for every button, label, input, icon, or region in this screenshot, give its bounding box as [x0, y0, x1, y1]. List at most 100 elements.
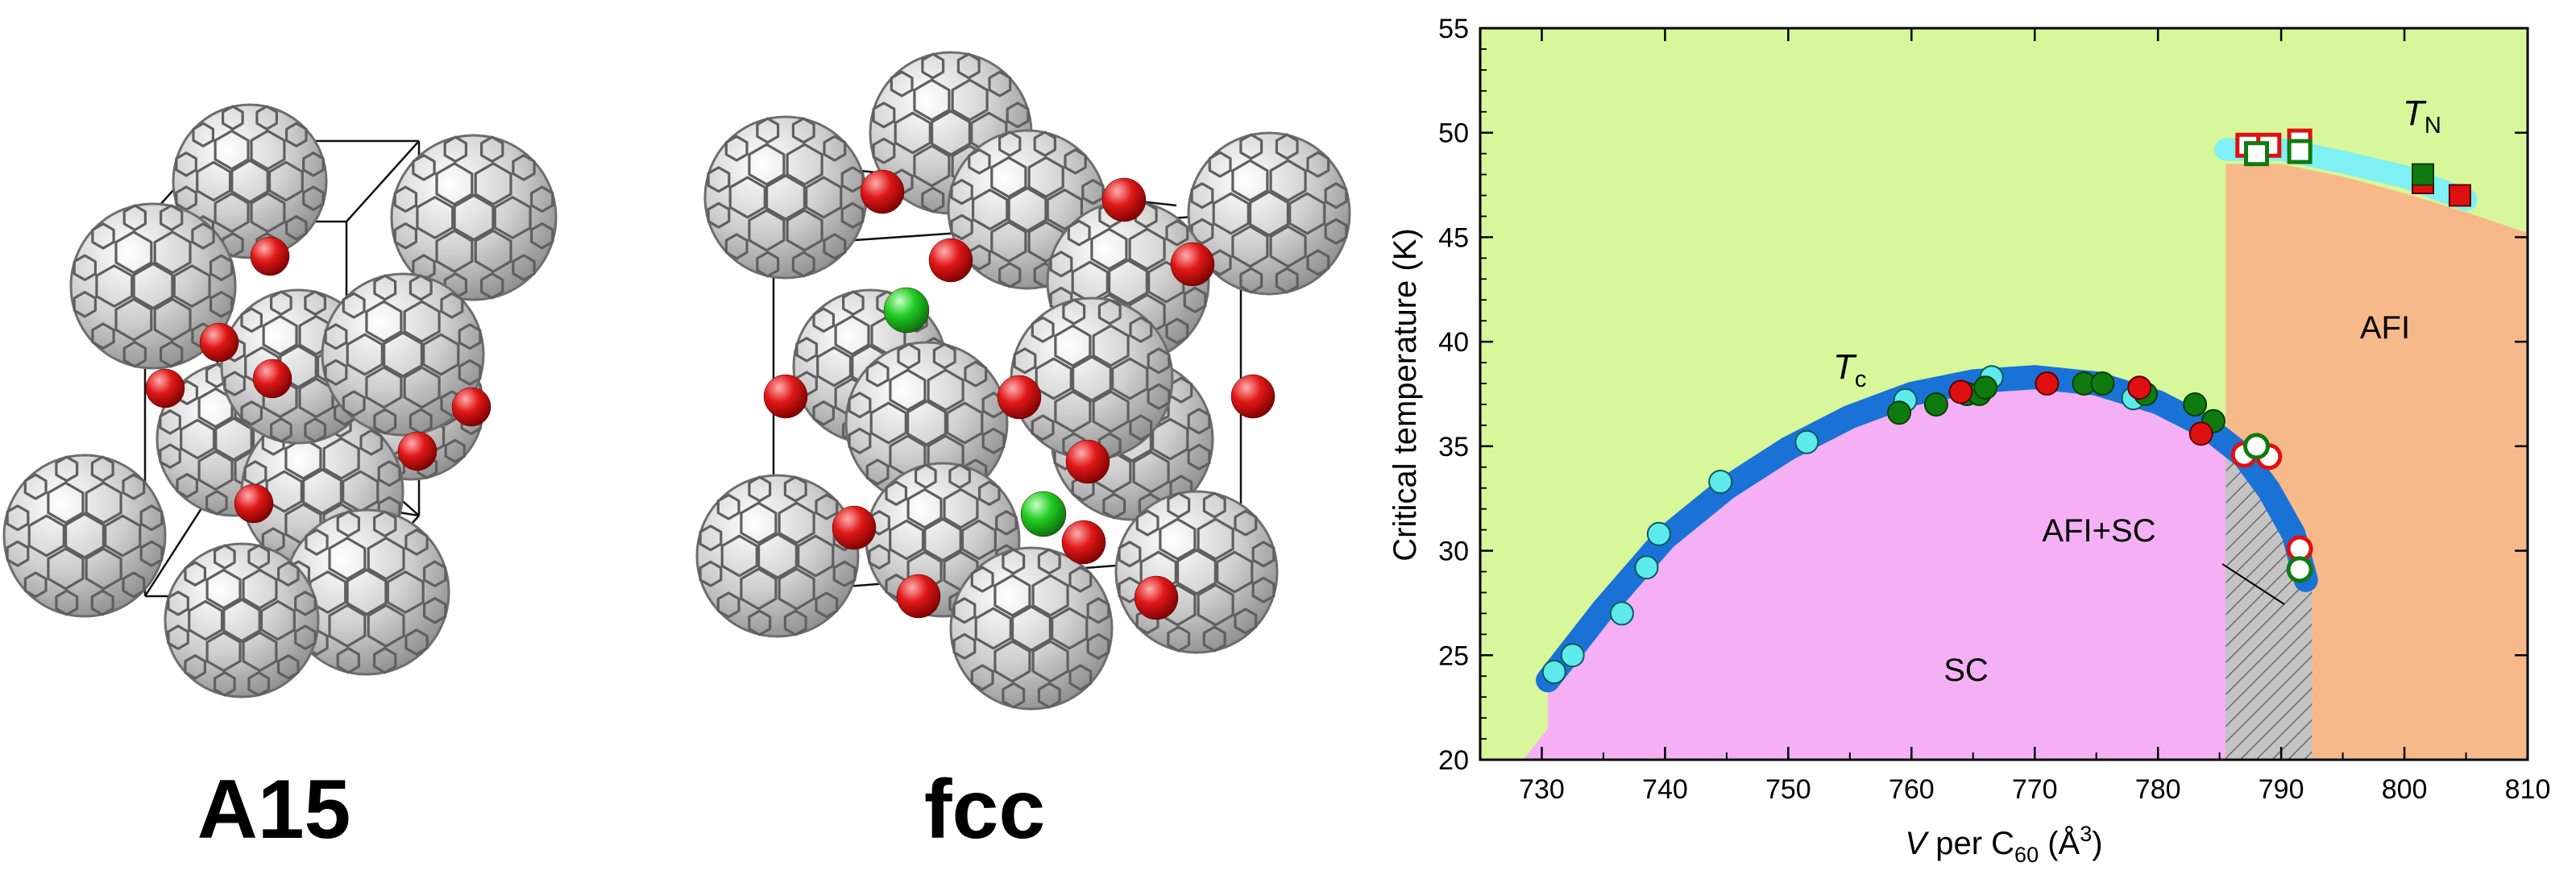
fullerene-molecule [1010, 296, 1174, 461]
cation-red [451, 387, 492, 427]
data-point [2035, 371, 2060, 396]
cation-red [1061, 520, 1106, 565]
data-point [2286, 556, 2313, 583]
data-point [1560, 643, 1585, 668]
data-point [1609, 601, 1634, 626]
fullerene-molecule [949, 546, 1114, 711]
cation-red [928, 238, 973, 283]
data-point [2243, 433, 2270, 460]
fcc-structure-illustration [695, 51, 1351, 711]
y-tick-label: 20 [1438, 745, 1469, 776]
sc-region [1523, 377, 2306, 760]
data-point [2287, 139, 2313, 164]
cation-red [234, 483, 274, 524]
cation-red [252, 359, 292, 399]
region-label-afi-sc: AFI+SC [2042, 513, 2155, 549]
fullerene-molecule [1114, 490, 1279, 654]
cation-red [1101, 177, 1147, 222]
data-point [2244, 141, 2269, 167]
data-point [2183, 392, 2208, 417]
fullerene-molecule [164, 542, 320, 699]
cation-red [250, 236, 290, 276]
cation-red [1134, 575, 1179, 620]
data-point [2127, 375, 2152, 400]
y-tick-label: 25 [1438, 640, 1469, 671]
afi-sc-pointer-line [2221, 563, 2285, 605]
a15-label: A15 [197, 763, 351, 856]
fullerene-molecule [695, 474, 860, 638]
y-tick-label: 40 [1438, 327, 1469, 358]
region-label-afi: AFI [2360, 310, 2410, 346]
cation-red [860, 169, 905, 214]
axis-ticks: 730 740 750 760 770 780 790 800 810 20 25 30 35 40 45 5… [1438, 14, 2550, 805]
fullerene-molecule [703, 115, 868, 280]
tc-symbol: T [1833, 347, 1857, 387]
y-tick-label: 45 [1438, 222, 1469, 253]
cation-red [763, 374, 808, 419]
data-point [1646, 521, 1671, 546]
cation-red [199, 322, 239, 363]
data-point [1923, 392, 1948, 417]
cation-red [832, 505, 877, 550]
fullerene-molecule [172, 103, 328, 259]
x-axis-label-unit: (Å [2039, 825, 2080, 861]
x-tick-label: 730 [1519, 774, 1565, 805]
plot-regions [1480, 28, 2528, 760]
fcc-label: fcc [924, 763, 1045, 856]
y-tick-label: 35 [1438, 432, 1469, 462]
region-label-sc: SC [1943, 653, 1989, 688]
x-tick-label: 750 [1765, 774, 1811, 805]
data-point [1948, 379, 1973, 404]
data-point [1634, 555, 1659, 580]
x-tick-label: 770 [2012, 774, 2058, 805]
data-point [2188, 421, 2213, 446]
x-axis-label-superscript: 3 [2080, 822, 2092, 846]
tc-curve-label: Tc [1833, 347, 1866, 392]
y-tick-label: 50 [1438, 118, 1469, 149]
x-axis-label-variable: V [1905, 826, 1929, 861]
x-tick-label: 810 [2505, 774, 2551, 805]
x-tick-label: 780 [2135, 774, 2181, 805]
fullerene-molecule [69, 202, 237, 370]
data-point [1541, 660, 1566, 684]
x-tick-label: 790 [2259, 774, 2304, 805]
cation-red [896, 574, 941, 619]
cation-red [997, 375, 1042, 420]
cation-red [397, 431, 438, 471]
data-point [1708, 470, 1733, 494]
fullerene-molecule [390, 134, 558, 301]
cation-green [1020, 491, 1067, 537]
data-point [1973, 375, 1998, 400]
plot-frame [1479, 27, 2529, 761]
fullerene-molecule [1187, 131, 1351, 296]
tn-symbol: T [2403, 93, 2427, 133]
fullerene-molecule [2, 454, 167, 618]
x-axis-label-subscript: 60 [2014, 843, 2039, 867]
y-tick-label: 30 [1438, 537, 1469, 567]
plot-markers [1541, 128, 2471, 684]
tn-curve-label: TN [2403, 93, 2441, 139]
data-point [2448, 184, 2471, 207]
x-tick-label: 740 [1642, 774, 1688, 805]
fullerene-molecule [844, 341, 1009, 505]
fullerene-molecule [321, 272, 485, 437]
tc-band [1536, 365, 2318, 693]
y-tick-label: 55 [1438, 14, 1469, 44]
cation-green [883, 287, 930, 334]
data-point [2412, 163, 2434, 186]
a15-structure-illustration [2, 103, 558, 699]
tn-subscript: N [2425, 113, 2441, 139]
cation-red [1230, 374, 1276, 419]
y-axis-label: Critical temperature (K) [1388, 228, 1423, 561]
unit-cell-edge [346, 140, 420, 222]
data-point [1794, 429, 1819, 454]
phase-diagram-chart: 730 740 750 760 770 780 790 800 810 20 25 30 35 40 45 5… [1388, 14, 2550, 867]
afi-sc-coexistence-region [2225, 440, 2313, 760]
x-tick-label: 760 [1889, 774, 1935, 805]
tc-subscript: c [1855, 367, 1867, 392]
cation-red [1170, 242, 1215, 287]
x-axis-label: V per C60 (Å3) [1905, 822, 2102, 867]
cation-red [145, 368, 185, 408]
data-point [2090, 371, 2115, 396]
x-axis-label-close: ) [2092, 826, 2102, 861]
